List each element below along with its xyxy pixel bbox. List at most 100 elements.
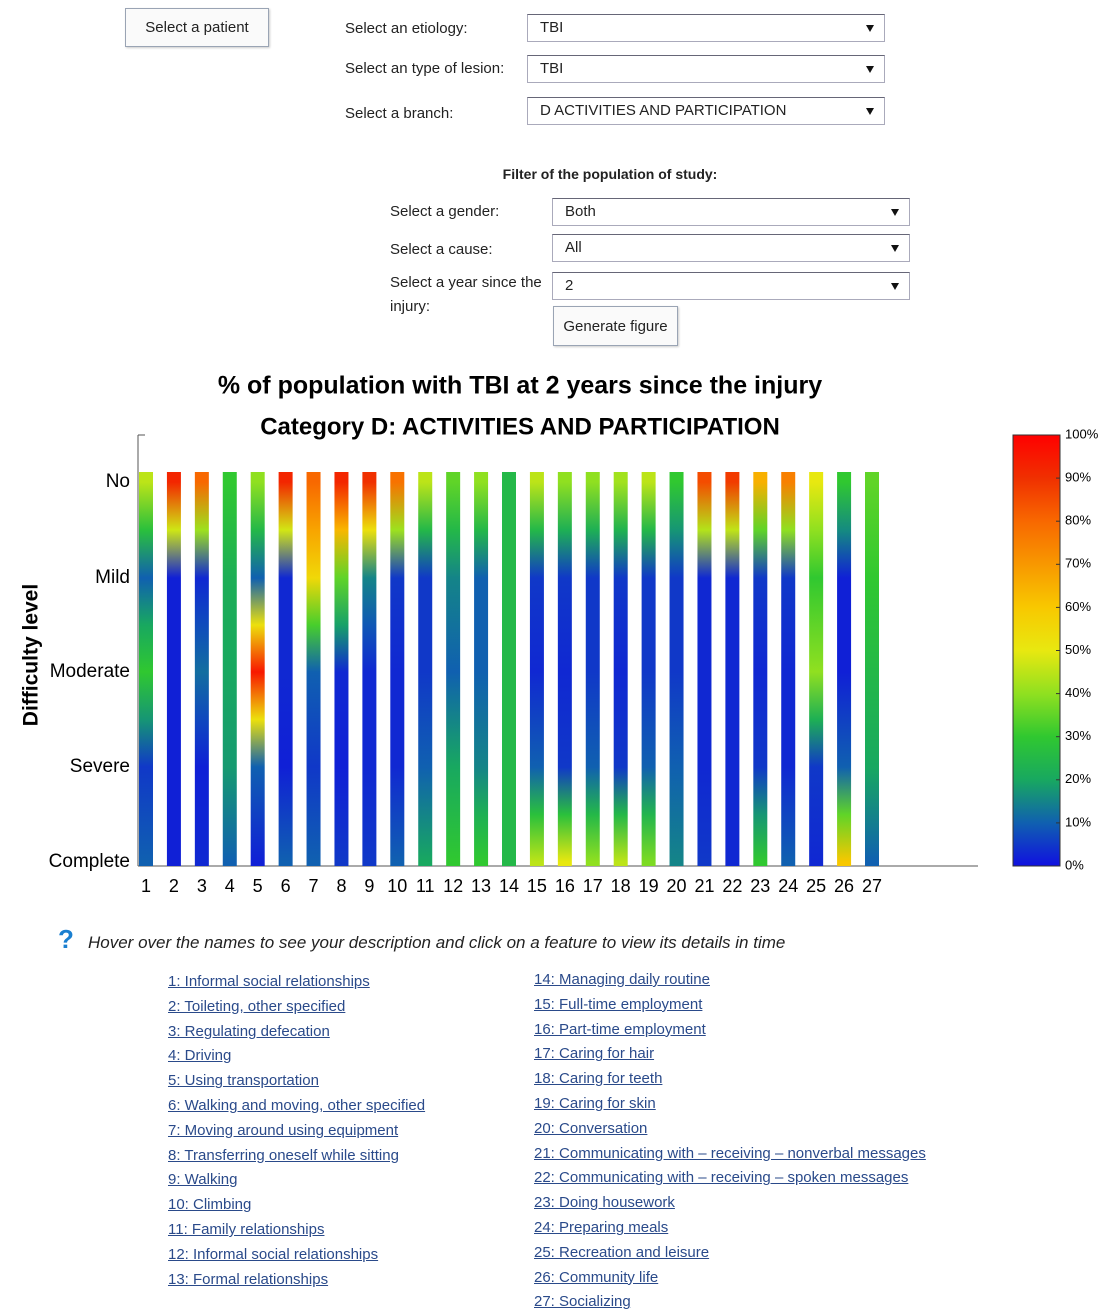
select[interactable]: All — [552, 234, 910, 262]
colorbar — [1012, 434, 1061, 867]
link[interactable]: 19: Caring for skin — [534, 1095, 656, 1112]
x-tick-label: 24 — [778, 876, 798, 896]
heat-cell — [222, 472, 237, 530]
chart-subtitle: Category D: ACTIVITIES AND PARTICIPATION — [260, 413, 780, 440]
select[interactable]: 2 — [552, 272, 910, 300]
x-tick-label: 12 — [443, 876, 463, 896]
heat-cell — [194, 530, 209, 625]
heat-cell — [613, 814, 628, 866]
heat-cell — [194, 814, 209, 866]
heat-cell — [194, 472, 209, 530]
link[interactable]: 10: Climbing — [168, 1196, 252, 1214]
link[interactable]: 24: Preparing meals — [534, 1219, 669, 1236]
heat-cell — [306, 530, 321, 625]
heat-cell — [753, 719, 768, 815]
heat-cell — [641, 472, 656, 530]
heat-cell — [865, 530, 879, 625]
select[interactable]: TBI — [527, 55, 885, 83]
heat-cell — [474, 814, 489, 866]
heat-cell — [390, 472, 405, 530]
heat-cell — [781, 625, 796, 720]
generate-button[interactable]: Generate figure — [553, 306, 678, 346]
heat-cell — [446, 625, 461, 720]
heat-cell — [278, 472, 293, 530]
heat-cell — [139, 530, 153, 625]
heat-cell — [753, 530, 768, 625]
select[interactable]: D ACTIVITIES AND PARTICIPATION — [527, 97, 885, 125]
heat-cell — [585, 814, 600, 866]
heat-cell — [529, 814, 544, 866]
link[interactable]: 12: Informal social relationships — [168, 1245, 379, 1263]
link[interactable]: 17: Caring for hair — [534, 1045, 655, 1063]
x-tick-label: 15 — [527, 876, 547, 896]
heat-cell — [613, 625, 628, 720]
heat-cell — [725, 814, 740, 866]
link[interactable]: 25: Recreation and leisure — [534, 1243, 710, 1261]
link[interactable]: 20: Conversation — [534, 1119, 648, 1137]
link[interactable]: 8: Transferring oneself while sitting — [168, 1146, 399, 1164]
help-text: Hover over the names to see your descrip… — [88, 933, 786, 952]
heat-cell — [725, 719, 740, 815]
link[interactable]: 4: Driving — [168, 1047, 232, 1065]
link[interactable]: 3: Regulating defecation — [168, 1022, 330, 1040]
link[interactable]: 22: Communicating with – receiving – spo… — [534, 1169, 909, 1187]
link[interactable]: 6: Walking and moving, other specified — [168, 1097, 426, 1114]
heat-cell — [502, 814, 516, 866]
heat-cell — [781, 472, 796, 530]
patient-button[interactable]: Select a patient — [125, 8, 269, 47]
colorbar-tick-label: 0% — [1065, 857, 1084, 872]
link[interactable]: 2: Toileting, other specified — [168, 997, 346, 1015]
select[interactable]: TBI — [527, 14, 885, 42]
heat-cell — [502, 625, 516, 720]
link[interactable]: 11: Family relationships — [168, 1221, 325, 1238]
heat-cell — [222, 530, 237, 625]
heat-cell — [166, 719, 181, 815]
heat-cell — [166, 625, 181, 720]
link[interactable]: 7: Moving around using equipment — [168, 1121, 399, 1139]
link[interactable]: 23: Doing housework — [534, 1194, 675, 1212]
heat-cell — [474, 625, 489, 720]
link[interactable]: 27: Socializing — [534, 1293, 631, 1311]
heat-cell — [362, 719, 377, 815]
x-tick-label: 21 — [694, 876, 714, 896]
link[interactable]: 13: Formal relationships — [168, 1270, 329, 1288]
link[interactable]: 15: Full-time employment — [534, 995, 703, 1013]
colorbar-tick-label: 30% — [1065, 728, 1091, 743]
select[interactable]: Both — [552, 198, 910, 226]
heat-cell — [446, 472, 461, 530]
link[interactable]: 26: Community life — [534, 1268, 659, 1286]
heat-cell — [697, 814, 712, 866]
heat-cell — [809, 719, 824, 815]
link[interactable]: 5: Using transportation — [168, 1072, 319, 1090]
heat-cell — [781, 530, 796, 625]
heat-cell — [613, 719, 628, 815]
link[interactable]: 9: Walking — [168, 1171, 238, 1189]
x-tick-label: 4 — [225, 876, 235, 896]
heat-cell — [362, 530, 377, 625]
chart: % of population with TBI at 2 years sinc… — [20, 372, 1099, 896]
x-tick-label: 13 — [471, 876, 491, 896]
heat-cell — [250, 625, 265, 720]
heat-cell — [725, 625, 740, 720]
y-tick-label: Complete — [49, 851, 130, 872]
link[interactable]: 21: Communicating with – receiving – non… — [534, 1144, 926, 1162]
link[interactable]: 16: Part-time employment — [534, 1020, 706, 1038]
heat-cell — [502, 530, 516, 625]
heat-cell — [585, 472, 600, 530]
x-tick-label: 23 — [750, 876, 770, 896]
x-tick-label: 8 — [336, 876, 346, 896]
link[interactable]: 14: Managing daily routine — [534, 971, 710, 988]
heat-cell — [809, 472, 824, 530]
heat-cell — [809, 625, 824, 720]
heat-cell — [334, 814, 349, 866]
link[interactable]: 18: Caring for teeth — [534, 1070, 663, 1088]
x-tick-label: 18 — [611, 876, 631, 896]
x-tick-label: 16 — [555, 876, 575, 896]
link[interactable]: 1: Informal social relationships — [168, 973, 370, 990]
heat-cell — [669, 814, 684, 866]
colorbar-tick-label: 10% — [1065, 814, 1091, 829]
heat-cell — [585, 625, 600, 720]
x-tick-label: 25 — [806, 876, 826, 896]
heat-cell — [725, 530, 740, 625]
